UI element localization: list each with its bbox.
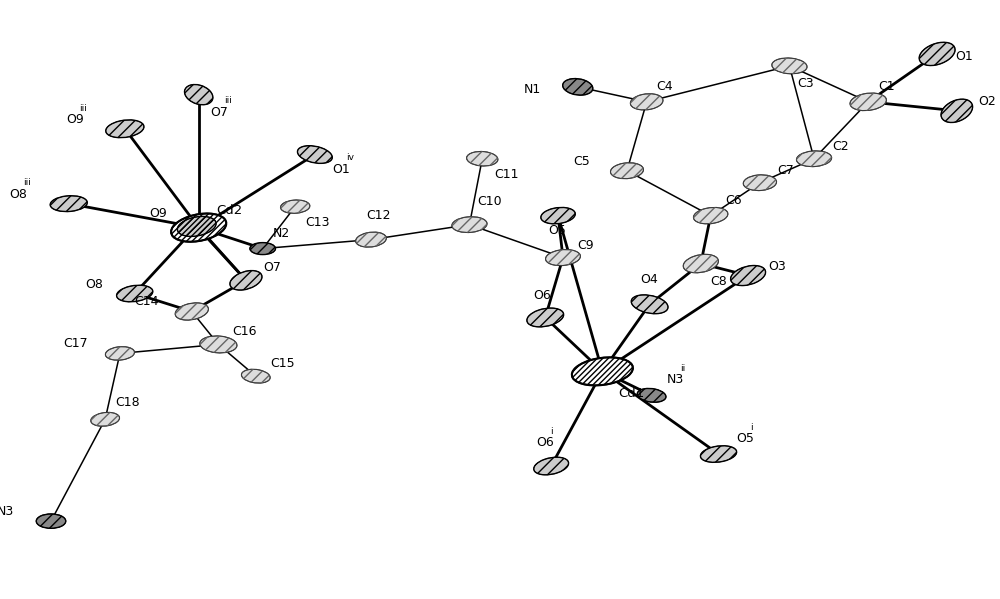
Text: O8: O8 <box>85 277 103 291</box>
Ellipse shape <box>610 163 643 179</box>
Ellipse shape <box>743 175 777 190</box>
Ellipse shape <box>467 152 498 166</box>
Text: O3: O3 <box>768 259 786 273</box>
Text: C5: C5 <box>573 155 590 168</box>
Text: C17: C17 <box>63 337 87 350</box>
Text: O1: O1 <box>333 162 350 176</box>
Text: C15: C15 <box>271 357 295 370</box>
Ellipse shape <box>241 369 270 383</box>
Ellipse shape <box>534 457 569 475</box>
Text: Cd1: Cd1 <box>618 387 644 400</box>
Ellipse shape <box>105 347 134 360</box>
Text: C11: C11 <box>494 168 519 181</box>
Text: C6: C6 <box>725 193 742 207</box>
Text: C7: C7 <box>778 164 794 177</box>
Ellipse shape <box>175 303 208 320</box>
Ellipse shape <box>50 196 87 211</box>
Text: O6: O6 <box>533 289 551 302</box>
Text: C18: C18 <box>115 395 140 409</box>
Text: O5: O5 <box>736 432 754 445</box>
Ellipse shape <box>693 207 728 224</box>
Text: O9: O9 <box>66 113 84 126</box>
Text: O7: O7 <box>211 105 228 119</box>
Ellipse shape <box>637 388 666 403</box>
Text: iv: iv <box>346 153 354 162</box>
Ellipse shape <box>941 99 973 122</box>
Ellipse shape <box>541 207 575 224</box>
Text: C10: C10 <box>477 195 502 208</box>
Ellipse shape <box>177 216 216 237</box>
Text: C12: C12 <box>366 208 391 222</box>
Ellipse shape <box>796 151 832 167</box>
Ellipse shape <box>91 412 120 426</box>
Text: N3: N3 <box>0 505 14 518</box>
Ellipse shape <box>106 120 144 138</box>
Text: C13: C13 <box>305 216 330 229</box>
Text: C9: C9 <box>577 238 593 252</box>
Ellipse shape <box>700 446 737 462</box>
Text: iii: iii <box>23 179 31 187</box>
Ellipse shape <box>850 93 886 111</box>
Ellipse shape <box>546 250 580 265</box>
Ellipse shape <box>250 243 275 255</box>
Text: C4: C4 <box>657 80 673 93</box>
Text: i: i <box>550 427 552 436</box>
Text: C3: C3 <box>797 77 814 90</box>
Text: N1: N1 <box>524 83 541 96</box>
Ellipse shape <box>630 93 663 110</box>
Ellipse shape <box>281 200 310 213</box>
Text: C16: C16 <box>232 325 257 338</box>
Text: O2: O2 <box>978 95 996 108</box>
Ellipse shape <box>297 146 332 164</box>
Ellipse shape <box>452 217 487 232</box>
Ellipse shape <box>200 336 237 353</box>
Text: iii: iii <box>224 96 232 105</box>
Text: O5: O5 <box>548 223 566 237</box>
Ellipse shape <box>772 58 807 74</box>
Text: i: i <box>750 423 752 432</box>
Ellipse shape <box>919 43 955 65</box>
Text: C14: C14 <box>135 295 159 308</box>
Ellipse shape <box>171 213 226 242</box>
Text: C8: C8 <box>711 274 727 288</box>
Ellipse shape <box>230 271 262 290</box>
Text: O6: O6 <box>536 436 554 449</box>
Ellipse shape <box>631 295 668 314</box>
Ellipse shape <box>185 84 213 105</box>
Ellipse shape <box>117 285 153 302</box>
Text: C2: C2 <box>832 140 848 153</box>
Text: N2: N2 <box>273 226 290 240</box>
Text: O1: O1 <box>955 50 973 63</box>
Text: C1: C1 <box>878 80 895 93</box>
Text: ii: ii <box>680 364 685 373</box>
Text: O8: O8 <box>10 187 28 201</box>
Text: O7: O7 <box>264 261 282 274</box>
Ellipse shape <box>563 78 593 95</box>
Text: N3: N3 <box>666 373 684 386</box>
Ellipse shape <box>36 514 66 528</box>
Text: O4: O4 <box>640 273 658 286</box>
Ellipse shape <box>527 308 564 327</box>
Text: O9: O9 <box>149 207 167 220</box>
Ellipse shape <box>356 232 386 247</box>
Text: iii: iii <box>79 104 87 113</box>
Text: Cd2: Cd2 <box>216 204 243 217</box>
Ellipse shape <box>731 265 766 286</box>
Ellipse shape <box>683 255 718 273</box>
Ellipse shape <box>572 358 633 385</box>
